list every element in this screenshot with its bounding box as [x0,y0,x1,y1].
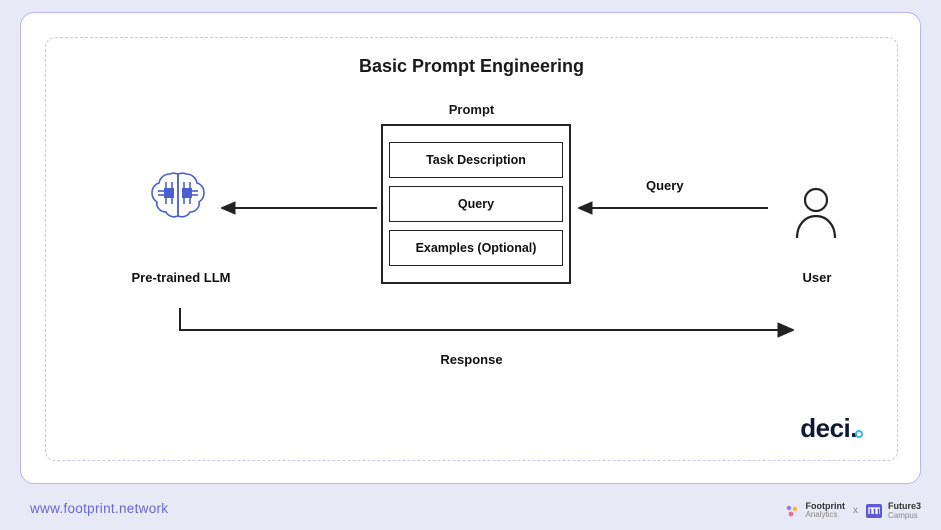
arrow-response [174,308,794,358]
deci-ring-icon [855,430,863,438]
diagram-area: Basic Prompt Engineering Prompt Task Des… [45,37,898,461]
user-label: User [775,270,859,285]
deci-dot: . [850,413,857,443]
llm-label: Pre-trained LLM [106,270,256,285]
diagram-title: Basic Prompt Engineering [46,56,897,77]
prompt-label: Prompt [46,102,897,117]
footer-brands: Footprint Analytics x Future3 Campus [785,501,921,520]
deci-logo: deci. [800,413,863,444]
deci-logo-text: deci [800,413,850,443]
arrow-user-to-prompt [578,198,768,218]
query-arrow-label: Query [646,178,684,193]
footprint-text: Footprint Analytics [805,502,845,519]
prompt-item: Query [389,186,563,222]
brand-separator: x [853,505,858,516]
user-icon [793,186,839,240]
prompt-item: Task Description [389,142,563,178]
arrow-prompt-to-llm [221,198,377,218]
slide-frame: Basic Prompt Engineering Prompt Task Des… [20,12,921,484]
prompt-item: Examples (Optional) [389,230,563,266]
future3-text: Future3 Campus [888,501,921,520]
prompt-box: Task Description Query Examples (Optiona… [381,124,571,284]
future3-logo-icon [866,504,882,518]
brand1-line2: Analytics [805,511,845,519]
brand2-line2: Campus [888,511,921,520]
brain-chip-icon [146,168,210,224]
brand2-line1: Future3 [888,501,921,511]
footer-url: www.footprint.network [30,501,168,516]
response-arrow-label: Response [46,352,897,367]
footprint-logo-icon [785,504,799,518]
